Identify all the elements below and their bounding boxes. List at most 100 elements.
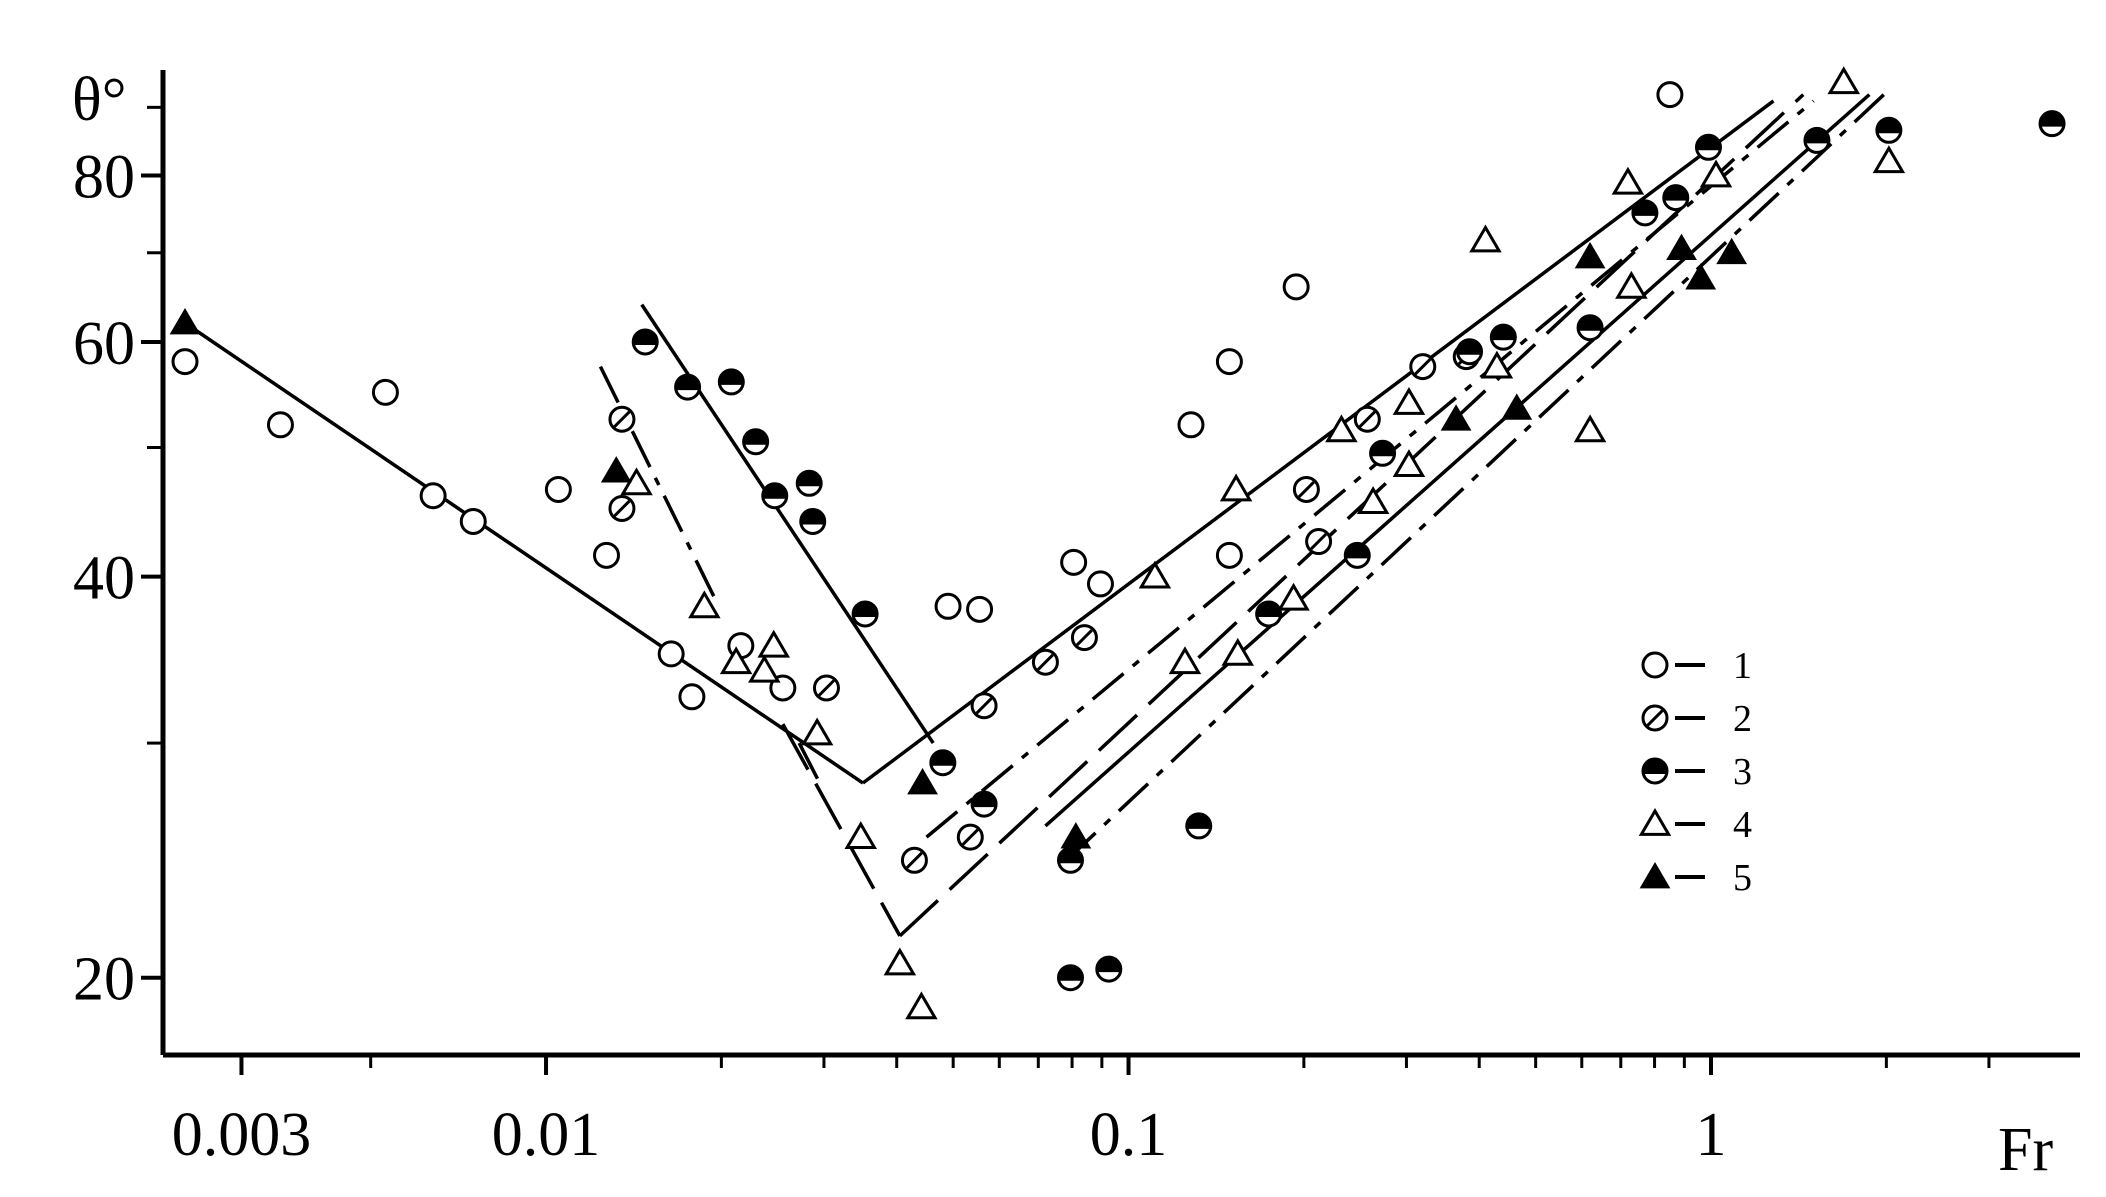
point-series-4 xyxy=(1219,473,1253,502)
point-series-2 xyxy=(1305,528,1333,556)
legend-marker-2 xyxy=(1641,704,1669,732)
point-series-2 xyxy=(1409,353,1437,381)
point-series-1 xyxy=(678,683,706,711)
point-series-3 xyxy=(1369,439,1397,467)
x-tick-label: 0.1 xyxy=(1090,1101,1168,1169)
point-series-2 xyxy=(956,823,984,851)
point-series-5 xyxy=(600,456,632,483)
fit-line-3 xyxy=(1044,93,1871,828)
legend-label-3: 3 xyxy=(1733,751,1752,793)
point-series-3 xyxy=(795,469,823,497)
point-series-2 xyxy=(900,846,928,874)
fit-line-1 xyxy=(861,99,1775,785)
point-series-1 xyxy=(1177,411,1205,439)
legend-item-3: 3 xyxy=(1641,751,1752,793)
point-series-4 xyxy=(1356,486,1390,514)
point-series-4 xyxy=(1392,449,1426,478)
markers xyxy=(169,66,2066,1020)
point-series-1 xyxy=(419,482,447,510)
point-series-1 xyxy=(1060,548,1088,576)
point-series-1 xyxy=(171,348,199,376)
point-series-3 xyxy=(1631,199,1659,227)
point-series-3 xyxy=(1576,314,1604,342)
point-series-2 xyxy=(1031,648,1059,676)
point-series-5 xyxy=(1666,233,1697,261)
legend-marker-3 xyxy=(1641,757,1669,785)
point-series-4 xyxy=(1277,582,1310,611)
x-tick-label: 0.003 xyxy=(172,1101,312,1169)
point-series-5 xyxy=(1060,822,1092,849)
point-series-5 xyxy=(169,308,201,335)
point-series-3 xyxy=(631,328,659,356)
point-series-4 xyxy=(1827,66,1861,95)
point-series-1 xyxy=(592,541,620,569)
point-series-3 xyxy=(1185,812,1213,840)
point-series-4 xyxy=(1392,386,1426,415)
point-series-1 xyxy=(544,475,572,503)
fit-line-2 xyxy=(598,365,717,600)
y-tick-label: 60 xyxy=(73,310,135,378)
fit-line-4 xyxy=(898,93,1805,938)
x-tick-label: 0.01 xyxy=(492,1101,601,1169)
fit-line-5 xyxy=(1065,93,1886,862)
point-series-2 xyxy=(1353,405,1381,433)
point-series-1 xyxy=(1215,541,1243,569)
point-series-3 xyxy=(970,790,998,818)
point-series-3 xyxy=(717,368,745,396)
point-series-2 xyxy=(812,674,840,702)
point-series-3 xyxy=(1803,126,1831,154)
point-series-4 xyxy=(1573,414,1607,443)
point-series-1 xyxy=(1282,273,1310,301)
point-series-3 xyxy=(1255,600,1283,628)
point-series-4 xyxy=(688,590,721,619)
point-series-5 xyxy=(1501,393,1533,420)
legend-item-5: 5 xyxy=(1639,857,1752,899)
point-series-5 xyxy=(1716,237,1748,265)
point-series-3 xyxy=(674,373,702,401)
point-series-5 xyxy=(907,768,938,795)
point-series-2 xyxy=(1070,624,1098,652)
legend-label-5: 5 xyxy=(1733,857,1752,899)
legend: 1 2 3 4 5 xyxy=(1638,645,1752,899)
point-series-3 xyxy=(1694,133,1722,161)
point-series-3 xyxy=(1095,955,1123,983)
point-series-4 xyxy=(1615,270,1648,299)
point-series-4 xyxy=(844,821,878,850)
legend-item-4: 4 xyxy=(1638,804,1752,846)
legend-item-2: 2 xyxy=(1641,698,1752,740)
point-series-4 xyxy=(1872,145,1906,174)
legend-label-1: 1 xyxy=(1733,645,1752,687)
point-series-3 xyxy=(1056,846,1084,874)
point-series-3 xyxy=(1489,323,1517,351)
point-series-4 xyxy=(1611,166,1645,195)
point-series-2 xyxy=(608,494,636,522)
point-series-3 xyxy=(799,507,827,535)
point-series-5 xyxy=(1574,241,1606,269)
legend-item-1: 1 xyxy=(1641,645,1752,687)
legend-label-2: 2 xyxy=(1733,698,1752,740)
y-tick-label: 40 xyxy=(73,545,135,613)
point-series-3 xyxy=(1343,541,1371,569)
fit-line-4 xyxy=(781,723,902,937)
point-series-4 xyxy=(800,717,834,746)
point-series-3 xyxy=(761,482,789,510)
point-series-1 xyxy=(459,507,487,535)
point-series-1 xyxy=(1086,570,1114,598)
point-series-4 xyxy=(1699,159,1733,188)
axes: 0.003 0.01 0.1 1 20 40 60 80 xyxy=(73,70,2080,1169)
y-tick-label: 80 xyxy=(73,144,135,212)
point-series-3 xyxy=(742,428,770,456)
fit-line-5 xyxy=(797,742,822,784)
point-series-1 xyxy=(1215,348,1243,376)
fit-line-2 xyxy=(925,99,1815,839)
point-series-4 xyxy=(1469,224,1502,253)
point-series-4 xyxy=(719,646,753,675)
legend-marker-4 xyxy=(1638,808,1672,836)
point-series-4 xyxy=(1325,414,1358,443)
point-series-3 xyxy=(1875,116,1903,144)
legend-label-4: 4 xyxy=(1733,804,1752,846)
fit-lines xyxy=(184,93,1886,938)
x-axis-label: Fr xyxy=(1998,1116,2053,1184)
point-series-4 xyxy=(883,947,917,976)
